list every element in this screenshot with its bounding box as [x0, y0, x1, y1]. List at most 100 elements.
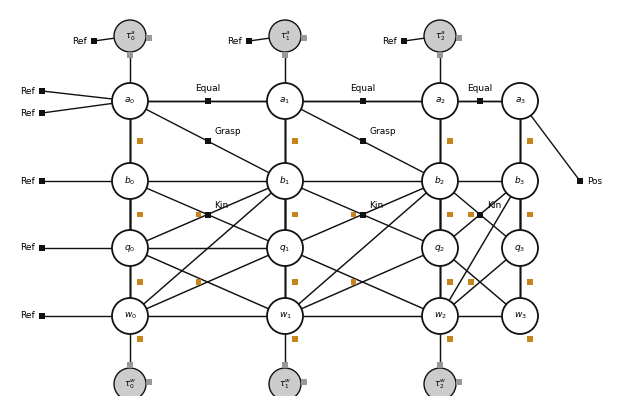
Bar	[137, 211, 143, 217]
Text: $a_0$: $a_0$	[124, 96, 136, 106]
Bar	[447, 138, 453, 144]
Circle shape	[112, 298, 148, 334]
Circle shape	[424, 20, 456, 52]
Bar	[360, 98, 365, 104]
Text: Ref: Ref	[20, 312, 35, 320]
Bar	[292, 336, 298, 342]
Text: Ref: Ref	[20, 244, 35, 253]
Circle shape	[112, 83, 148, 119]
Bar	[447, 279, 453, 285]
Text: Ref: Ref	[20, 177, 35, 185]
Text: $\tau_2^a$: $\tau_2^a$	[435, 29, 445, 43]
Text: $w_1$: $w_1$	[278, 311, 291, 321]
Bar	[292, 211, 298, 217]
Bar	[91, 38, 97, 44]
Circle shape	[502, 83, 538, 119]
Bar	[301, 35, 307, 41]
Bar	[292, 138, 298, 144]
Text: $w_2$: $w_2$	[434, 311, 446, 321]
Circle shape	[422, 83, 458, 119]
Bar	[447, 336, 453, 342]
Bar	[147, 379, 152, 385]
Text: Ref: Ref	[72, 36, 87, 46]
Bar	[527, 336, 533, 342]
Bar	[468, 211, 474, 217]
Text: Ref: Ref	[382, 36, 397, 46]
Text: $q_1$: $q_1$	[280, 242, 291, 253]
Bar	[468, 279, 474, 285]
Text: Grasp: Grasp	[214, 127, 241, 136]
Circle shape	[422, 230, 458, 266]
Bar	[301, 379, 307, 385]
Bar	[360, 211, 365, 217]
Text: Grasp: Grasp	[369, 127, 396, 136]
Bar	[456, 379, 461, 385]
Bar	[282, 52, 288, 58]
Circle shape	[267, 230, 303, 266]
Text: $w_3$: $w_3$	[513, 311, 527, 321]
Circle shape	[269, 368, 301, 396]
Text: $w_0$: $w_0$	[124, 311, 136, 321]
Bar	[527, 279, 533, 285]
Text: $\tau_1^a$: $\tau_1^a$	[280, 29, 291, 43]
Text: $b_1$: $b_1$	[280, 175, 291, 187]
Circle shape	[422, 298, 458, 334]
Bar	[127, 362, 132, 368]
Circle shape	[502, 298, 538, 334]
Text: Ref: Ref	[227, 36, 242, 46]
Text: $q_2$: $q_2$	[435, 242, 445, 253]
Circle shape	[424, 368, 456, 396]
Bar	[477, 211, 483, 217]
Text: Ref: Ref	[20, 86, 35, 95]
Bar	[205, 211, 211, 217]
Bar	[137, 336, 143, 342]
Text: Kin: Kin	[214, 202, 228, 211]
Circle shape	[502, 163, 538, 199]
Circle shape	[112, 230, 148, 266]
Text: Ref: Ref	[20, 109, 35, 118]
Bar	[39, 110, 45, 116]
Circle shape	[269, 20, 301, 52]
Bar	[437, 52, 443, 58]
Bar	[39, 178, 45, 184]
Bar	[447, 211, 453, 217]
Bar	[246, 38, 252, 44]
Text: $a_2$: $a_2$	[435, 96, 445, 106]
Bar	[196, 211, 202, 217]
Circle shape	[267, 163, 303, 199]
Bar	[39, 88, 45, 94]
Text: $q_3$: $q_3$	[515, 242, 525, 253]
Text: Equal: Equal	[467, 84, 493, 93]
Bar	[351, 211, 356, 217]
Bar	[137, 279, 143, 285]
Bar	[456, 35, 461, 41]
Circle shape	[112, 163, 148, 199]
Text: $\tau_2^w$: $\tau_2^w$	[434, 377, 446, 391]
Circle shape	[114, 368, 146, 396]
Bar	[205, 98, 211, 104]
Circle shape	[114, 20, 146, 52]
Text: $b_2$: $b_2$	[435, 175, 445, 187]
Text: Kin: Kin	[487, 202, 501, 211]
Bar	[527, 138, 533, 144]
Bar	[577, 178, 583, 184]
Circle shape	[422, 163, 458, 199]
Text: $a_1$: $a_1$	[280, 96, 291, 106]
Text: $b_0$: $b_0$	[124, 175, 136, 187]
Text: Equal: Equal	[195, 84, 220, 93]
Bar	[351, 279, 356, 285]
Text: $q_0$: $q_0$	[124, 242, 136, 253]
Bar	[147, 35, 152, 41]
Bar	[196, 279, 202, 285]
Bar	[137, 138, 143, 144]
Bar	[437, 362, 443, 368]
Bar	[360, 138, 365, 144]
Text: Pos: Pos	[587, 177, 602, 185]
Bar	[477, 98, 483, 104]
Bar	[401, 38, 407, 44]
Circle shape	[267, 298, 303, 334]
Bar	[527, 211, 533, 217]
Text: $\tau_0^a$: $\tau_0^a$	[125, 29, 135, 43]
Bar	[127, 52, 132, 58]
Circle shape	[267, 83, 303, 119]
